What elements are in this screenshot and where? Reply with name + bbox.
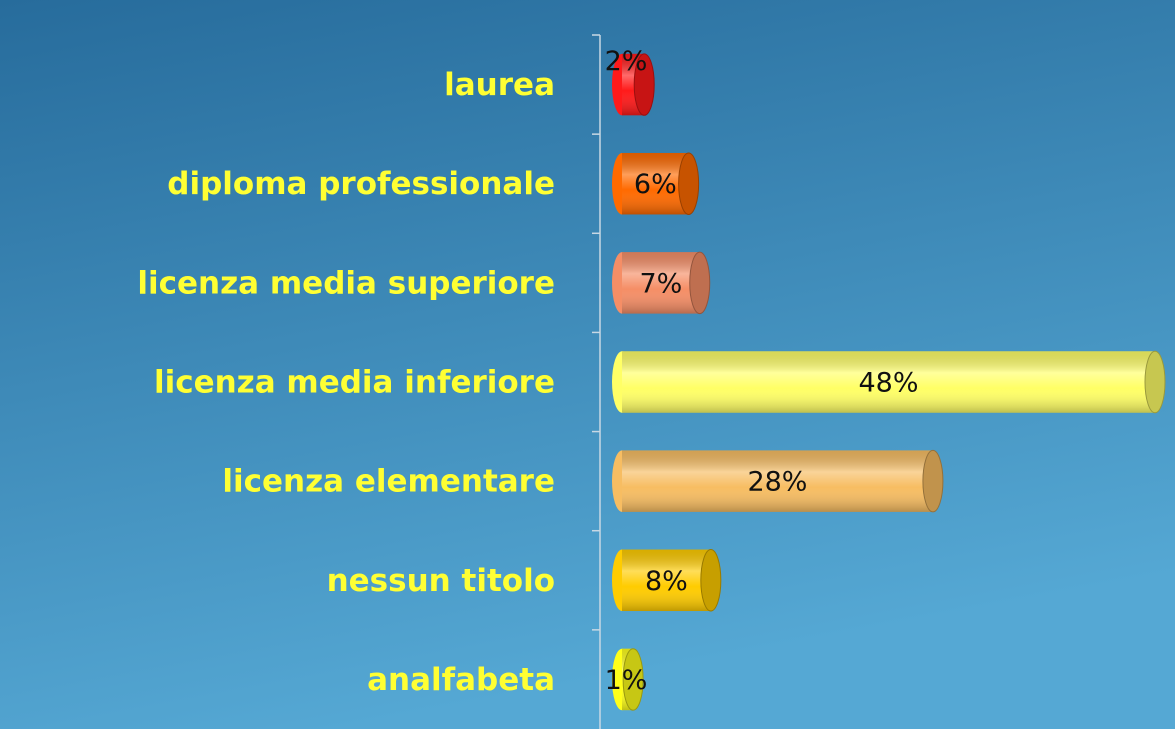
category-label: nessun titolo [327,563,555,599]
bar-end [622,648,644,711]
category-label: licenza media superiore [137,265,555,301]
bar-shine [622,252,700,314]
bar-end [1144,350,1166,414]
category-label: diploma professionale [167,166,555,202]
value-label: 48% [858,368,918,399]
bar-shine [622,152,689,215]
bar-shine [622,351,1155,413]
value-label: 2% [605,46,648,77]
bar-shine [622,450,933,512]
bar-end [700,549,722,612]
value-label: 28% [747,467,807,498]
value-label: 6% [634,169,677,200]
category-label: licenza media inferiore [154,365,555,401]
bar-end [689,251,711,315]
category-label: licenza elementare [222,464,555,500]
category-label: laurea [444,67,555,103]
value-label: 8% [645,566,688,597]
bar-end [922,449,944,513]
category-label: analfabeta [367,662,555,698]
value-label: 1% [605,665,648,696]
bar-shine [622,549,711,612]
bar-end [678,152,700,215]
bar-end [633,53,655,116]
value-label: 7% [639,268,682,299]
